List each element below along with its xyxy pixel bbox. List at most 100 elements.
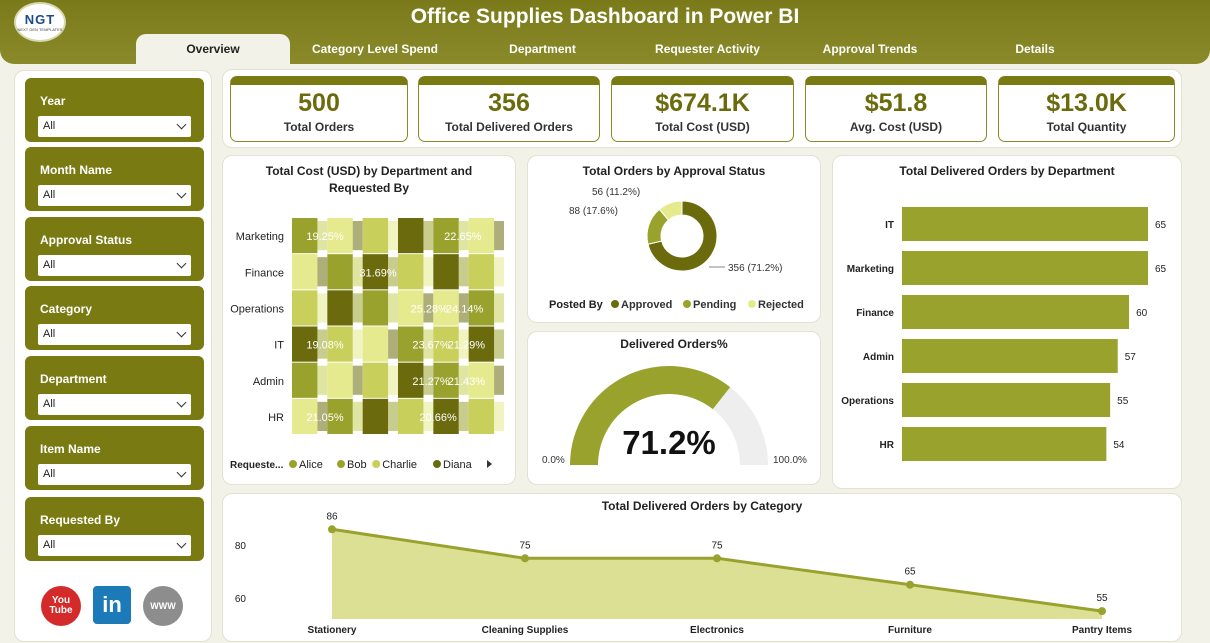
area-data-label: 75 xyxy=(519,540,531,551)
ribbon-segment xyxy=(292,326,318,362)
legend-item[interactable]: Charlie xyxy=(382,459,417,471)
legend-item[interactable]: Alice xyxy=(299,459,323,471)
area-category-label: Electronics xyxy=(690,625,744,636)
legend-item[interactable]: Bob xyxy=(347,459,367,471)
ribbon-connector xyxy=(388,257,398,287)
legend-item[interactable]: Diana xyxy=(443,459,473,471)
filter-label: Department xyxy=(40,372,107,386)
ribbon-segment xyxy=(433,254,459,290)
legend-marker xyxy=(337,460,345,468)
donut-panel: Total Orders by Approval Status 356 (71.… xyxy=(527,155,821,323)
ribbon-segment xyxy=(398,398,424,434)
page-title: Office Supplies Dashboard in Power BI xyxy=(410,5,800,28)
ribbon-connector xyxy=(352,257,363,287)
ribbon-segment xyxy=(468,290,495,326)
ribbon-connector xyxy=(494,365,504,395)
area-point xyxy=(713,554,721,563)
ribbon-chart: Marketing 19.25% 22.65% Finance 31.69% Operat… xyxy=(230,218,504,471)
area-category-label: Stationery xyxy=(308,625,357,636)
ribbon-segment xyxy=(292,362,318,398)
filter-year: Year All xyxy=(25,78,204,142)
ribbon-segment xyxy=(292,254,318,290)
ribbon-data-label: 24.14% xyxy=(446,303,484,315)
ribbon-connector xyxy=(317,221,328,251)
bar xyxy=(902,207,1148,241)
chart-title-line2: Requested By xyxy=(328,181,410,195)
requested-by-dropdown[interactable]: All xyxy=(38,535,191,556)
bar-category-label: Admin xyxy=(863,352,894,363)
department-dropdown[interactable]: All xyxy=(38,394,191,415)
approval-status-dropdown[interactable]: All xyxy=(38,255,191,276)
ribbon-connector xyxy=(317,257,328,287)
filter-approval-status: Approval Status All xyxy=(25,217,204,281)
ribbon-data-label: 22.65% xyxy=(444,231,482,243)
area-data-label: 55 xyxy=(1096,593,1108,604)
chart-title: Total Orders by Approval Status xyxy=(582,164,766,178)
ribbon-connector xyxy=(458,257,469,287)
tab-category-level-spend[interactable]: Category Level Spend xyxy=(311,42,439,56)
ribbon-segment xyxy=(362,254,389,290)
category-dropdown[interactable]: All xyxy=(38,324,191,345)
ribbon-connector xyxy=(494,257,504,287)
tab-department[interactable]: Department xyxy=(509,42,576,56)
bar-data-label: 65 xyxy=(1155,220,1167,231)
legend-item[interactable]: Rejected xyxy=(758,299,804,311)
legend-item[interactable]: Pending xyxy=(693,299,736,311)
ribbon-segment xyxy=(433,326,459,362)
ribbon-data-label: 21.29% xyxy=(448,340,486,352)
linkedin-icon[interactable]: in xyxy=(93,586,131,624)
filter-department: Department All xyxy=(25,356,204,420)
area-point xyxy=(521,554,529,563)
ribbon-connector xyxy=(458,221,469,251)
logo-text: NGT xyxy=(24,12,56,27)
filter-label: Approval Status xyxy=(40,233,133,247)
ribbon-segment xyxy=(433,362,459,398)
chart-title: Total Delivered Orders by Department xyxy=(899,164,1115,178)
filter-sidebar: Year All Month Name All Approval Status … xyxy=(14,70,212,642)
kpi-avg-cost: $51.8 Avg. Cost (USD) xyxy=(805,76,987,142)
ribbon-connector xyxy=(352,293,363,323)
ribbon-segment xyxy=(327,326,353,362)
tab-requester-activity[interactable]: Requester Activity xyxy=(655,42,760,56)
website-icon[interactable]: WWW xyxy=(143,586,183,626)
gauge-panel: Delivered Orders% 71.2% 0.0% 100.0% xyxy=(527,331,821,485)
ribbon-segment xyxy=(362,362,389,398)
legend-marker xyxy=(372,460,381,468)
tab-approval-trends[interactable]: Approval Trends xyxy=(822,42,918,56)
ribbon-chart-panel: Total Cost (USD) by Department and Reque… xyxy=(222,155,516,485)
chart-title: Total Delivered Orders by Category xyxy=(601,499,803,513)
filter-label: Category xyxy=(40,302,93,316)
ribbon-connector xyxy=(388,329,398,359)
ribbon-connector xyxy=(388,365,398,395)
youtube-icon[interactable]: You Tube xyxy=(41,586,81,626)
tab-details[interactable]: Details xyxy=(1015,42,1055,56)
chevron-down-icon xyxy=(176,397,187,408)
area-category-label: Furniture xyxy=(888,625,932,636)
gauge-min-label: 0.0% xyxy=(542,455,565,466)
chevron-down-icon xyxy=(176,119,187,130)
next-arrow-icon[interactable] xyxy=(487,460,492,468)
area-category-label: Pantry Items xyxy=(1072,625,1132,636)
legend-item[interactable]: Approved xyxy=(621,299,672,311)
ribbon-segment xyxy=(292,398,318,434)
ribbon-segment xyxy=(327,362,353,398)
tab-overview[interactable]: Overview xyxy=(136,34,290,64)
bar xyxy=(902,383,1111,417)
ribbon-connector xyxy=(317,365,328,395)
company-logo: NGT NEXT GEN TEMPLATES xyxy=(14,2,66,42)
y-tick-label: 80 xyxy=(235,541,247,552)
bar xyxy=(902,427,1107,461)
bar-category-label: Operations xyxy=(841,396,894,407)
ribbon-connector xyxy=(494,401,504,431)
bar xyxy=(902,295,1130,329)
donut-data-label: 88 (17.6%) xyxy=(569,206,618,217)
ribbon-connector xyxy=(317,401,328,431)
ribbon-segment xyxy=(433,218,459,254)
donut-data-label: 356 (71.2%) xyxy=(728,263,782,274)
item-name-dropdown[interactable]: All xyxy=(38,464,191,485)
month-name-dropdown[interactable]: All xyxy=(38,185,191,206)
kpi-label: Avg. Cost (USD) xyxy=(849,120,943,134)
ribbon-connector xyxy=(423,221,434,251)
bar-category-label: Marketing xyxy=(847,264,894,275)
year-dropdown[interactable]: All xyxy=(38,116,191,137)
